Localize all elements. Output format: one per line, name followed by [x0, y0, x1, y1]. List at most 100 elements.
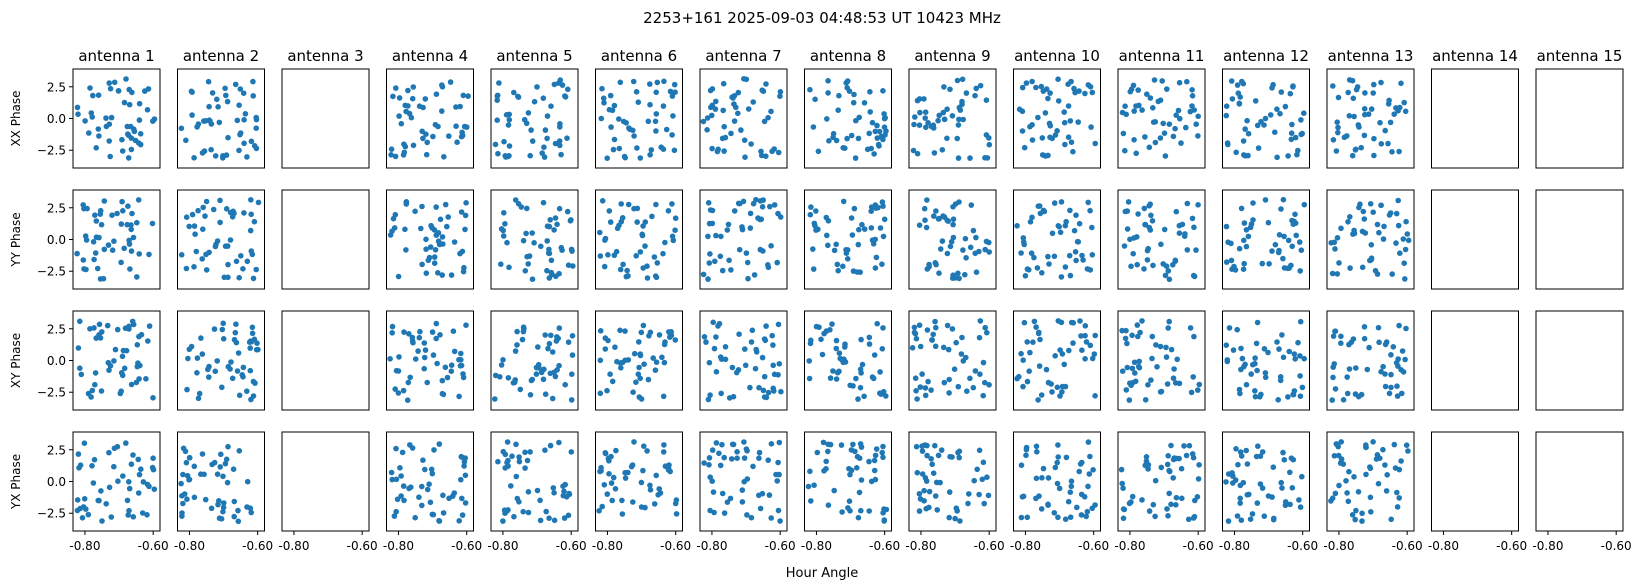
data-point — [1086, 471, 1093, 477]
data-point — [1353, 365, 1359, 371]
data-point — [928, 387, 934, 393]
data-point — [250, 93, 256, 99]
data-point — [184, 472, 191, 479]
data-point — [565, 86, 571, 93]
data-point — [1080, 257, 1086, 263]
plot-frame — [490, 310, 579, 411]
data-point — [91, 325, 97, 331]
data-point — [710, 319, 716, 326]
plot-frame — [804, 310, 892, 411]
data-point — [86, 130, 92, 136]
data-point — [498, 261, 504, 268]
data-point — [825, 78, 831, 84]
data-point — [1054, 128, 1060, 134]
data-point — [500, 518, 506, 524]
data-point — [1162, 153, 1169, 159]
data-point — [1134, 261, 1140, 268]
data-point — [759, 490, 766, 497]
data-point — [244, 258, 251, 265]
data-point — [1166, 121, 1173, 127]
data-point — [220, 155, 226, 161]
data-point — [496, 80, 502, 86]
x-tick-label: -0.60 — [869, 539, 900, 553]
data-point — [454, 139, 460, 145]
data-point — [247, 367, 254, 374]
data-point — [777, 93, 783, 99]
data-point — [756, 455, 762, 462]
data-point — [504, 439, 511, 445]
data-point — [651, 501, 658, 507]
data-point — [518, 204, 525, 210]
data-point — [1159, 78, 1165, 84]
data-point — [534, 84, 540, 90]
data-point — [1040, 465, 1047, 472]
data-point — [769, 148, 775, 155]
plot-frame — [1013, 310, 1101, 411]
data-point — [653, 274, 660, 281]
data-point — [391, 513, 398, 519]
data-point — [1287, 90, 1294, 97]
data-point — [1230, 347, 1237, 353]
data-point — [647, 81, 653, 87]
x-tick-label: -0.60 — [138, 539, 169, 553]
data-point — [1062, 383, 1069, 390]
data-point — [1052, 132, 1059, 138]
data-point — [544, 238, 550, 244]
data-point — [1173, 208, 1180, 215]
data-point — [205, 78, 212, 85]
data-point — [419, 261, 425, 268]
data-point — [236, 448, 243, 454]
data-point — [569, 333, 576, 339]
data-point — [948, 238, 955, 245]
data-point — [871, 151, 877, 157]
data-point — [134, 274, 140, 280]
data-point — [408, 114, 415, 121]
data-point — [827, 327, 833, 333]
data-point — [1288, 136, 1295, 143]
data-point — [818, 336, 824, 343]
data-point — [752, 365, 759, 372]
data-point — [608, 124, 614, 130]
data-point — [861, 226, 868, 232]
data-point — [1340, 397, 1347, 403]
data-point — [1247, 516, 1254, 522]
data-point — [840, 263, 846, 270]
data-point — [125, 132, 132, 138]
data-point — [1135, 363, 1142, 370]
data-point — [625, 201, 632, 208]
data-point — [631, 439, 637, 445]
data-point — [88, 110, 95, 116]
data-point — [548, 257, 555, 264]
plot-frame — [177, 189, 265, 290]
data-point — [448, 272, 455, 278]
data-point — [936, 112, 942, 119]
data-point — [911, 121, 917, 128]
data-point — [872, 202, 879, 208]
data-point — [916, 491, 923, 497]
data-point — [127, 266, 133, 272]
data-point — [947, 86, 953, 93]
plot-frame — [72, 189, 161, 290]
data-point — [388, 152, 394, 158]
data-point — [944, 135, 950, 142]
plot-frame — [1222, 310, 1310, 411]
data-point — [126, 241, 133, 247]
data-point — [652, 118, 659, 125]
data-point — [831, 247, 838, 254]
data-point — [463, 124, 470, 130]
x-tick-label: -0.60 — [765, 539, 796, 553]
data-point — [426, 481, 432, 488]
data-point — [1297, 353, 1303, 359]
data-point — [456, 356, 462, 363]
data-point — [1082, 356, 1088, 362]
data-point — [406, 331, 412, 337]
data-point — [439, 234, 446, 240]
data-point — [1223, 342, 1230, 349]
x-axis-label: Hour Angle — [786, 566, 858, 581]
data-point — [214, 471, 221, 478]
data-point — [1164, 461, 1171, 468]
data-point — [1061, 109, 1067, 115]
data-point — [1195, 133, 1201, 139]
data-point — [645, 376, 652, 383]
data-point — [880, 388, 887, 395]
